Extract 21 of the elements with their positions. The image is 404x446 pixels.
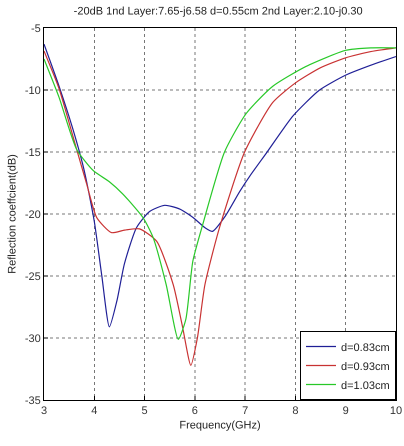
x-tick-label: 8 <box>292 405 298 418</box>
y-tick-label: -15 <box>24 146 41 159</box>
x-tick-label: 3 <box>40 405 48 418</box>
x-tick-label: 5 <box>142 405 148 418</box>
x-tick-label: 10 <box>390 405 402 418</box>
x-tick-label: 7 <box>242 405 248 418</box>
x-tick-label: 9 <box>342 405 349 418</box>
x-axis-title: Frequency(GHz) <box>179 419 261 432</box>
chart-title: -20dB 1nd Layer:7.65-j6.58 d=0.55cm 2nd Layer:2.10-j0.30 <box>74 5 363 18</box>
y-tick-label: -20 <box>24 208 41 221</box>
y-axis-title: Reflection coeffcient(dB) <box>6 154 19 274</box>
y-tick-label: -35 <box>24 394 41 407</box>
y-tick-label: -30 <box>24 332 41 345</box>
x-tick-label: 4 <box>91 405 98 418</box>
legend-label: d=0.93cm <box>341 360 390 373</box>
y-tick-label: -5 <box>31 22 41 35</box>
y-tick-label: -10 <box>24 84 41 97</box>
x-tick-label: 6 <box>192 405 198 418</box>
legend-label: d=1.03cm <box>341 380 390 392</box>
legend-label: d=0.83cm <box>341 342 390 354</box>
y-tick-label: -25 <box>24 270 41 283</box>
